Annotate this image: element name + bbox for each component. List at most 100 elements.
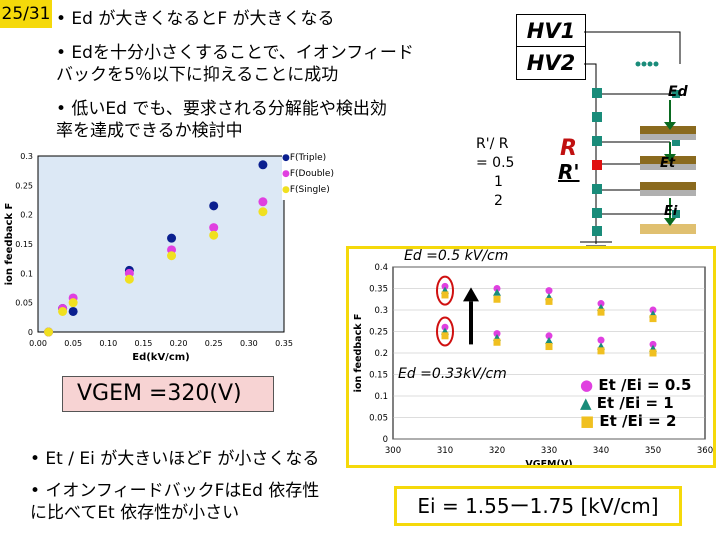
legend-item-double: ●F(Double) [282,169,334,179]
bullet-ed-increase: • Ed が大きくなるとF が大きくなる [56,9,335,29]
r-label: R [560,136,577,161]
slide-number: 25/31 [0,0,52,28]
y-tick-label: 0.05 [15,299,33,308]
x-tick-label: 0.30 [240,339,258,348]
data-point-series-2 [68,298,78,308]
chart-feedback-vs-ed: 0.00 0.05 0.10 0.15 0.20 0.25 0.30 0.35 0 0.05 0.1… [4,152,293,363]
ei-range-box: Ei = 1.55ー1.75 [kV/cm] [394,486,682,526]
data-point-series-2 [597,308,605,316]
data-point-series-0 [493,330,501,338]
x-tick-label: 340 [593,446,609,456]
bullet-et-ei: • Et / Ei が大きいほどF が小さくなる [30,449,320,469]
y-tick-label: 0.1 [20,269,33,278]
data-point-series-0 [649,340,657,348]
x-axis-label: Ed(kV/cm) [132,352,190,363]
data-point-series-2 [597,347,605,355]
y-tick-label: 0 [28,328,33,337]
bullet-et-dependence-line2: に比べてEt 依存性が小さい [30,503,240,523]
ratio-label-3: 1 [494,174,503,190]
data-point-series-0 [441,282,449,290]
data-point-series-0 [68,306,78,316]
y-tick-label: 0.3 [374,306,388,316]
x-tick-label: 0.35 [275,339,293,348]
data-point-series-1 [493,288,501,296]
y-tick-label: 0.35 [369,285,388,295]
x-tick-label: 360 [697,446,713,456]
annotation-ed-0-5: Ed =0.5 kV/cm [404,248,509,264]
data-point-series-0 [493,285,501,292]
data-point-series-0 [545,287,553,295]
data-point-series-2 [124,274,134,284]
legend-item-triple: ●F(Triple) [282,153,327,163]
legend-et-ei-1: ▲ Et /Ei = 1 [580,394,674,412]
bullet-low-ed-line1: • 低いEd でも、要求される分解能や検出効 [56,99,387,119]
x-tick-label: 0.20 [170,339,188,348]
ed-gap-label: Ed [668,84,688,100]
annotation-ed-0-33: Ed =0.33kV/cm [398,366,507,382]
y-tick-label: 0.3 [20,152,33,161]
x-tick-label: 0.05 [64,339,82,348]
et-gap-label: Et [660,156,676,171]
bullet-low-ed-line2: 率を達成できるか検討中 [56,121,243,141]
y-axis-label: ion feedback F [353,314,364,393]
y-tick-label: 0.4 [374,263,388,273]
legend-et-ei-2: ■ Et /Ei = 2 [580,412,677,430]
chart-feedback-vs-vgem: 300 310 320 330 340 350 360 0 0.05 0.1 0.15 0.2 0.25… [353,263,713,465]
bullet-ed-small-line1: • Edを十分小さくすることで、イオンフィード [56,43,414,63]
x-tick-label: 0.00 [29,339,47,348]
ei-gap-label: Ei [664,204,678,219]
highlight-ellipse-high [436,275,454,306]
r-prime-resistor-icon [592,160,602,170]
data-point-series-0 [597,336,605,344]
data-point-series-1 [209,223,219,233]
data-point-series-0 [167,233,177,243]
ratio-label-4: 2 [494,193,503,209]
vgem-label: VGEM =320(V) [62,376,274,412]
x-tick-label: 320 [489,446,505,456]
data-point-series-1 [545,336,553,344]
plot-area [37,155,285,333]
data-point-series-2 [493,295,501,303]
data-point-series-0 [649,306,657,314]
data-point-series-2 [441,332,449,340]
x-tick-label: 330 [541,446,557,456]
data-point-series-2 [493,338,501,346]
data-point-series-2 [545,343,553,351]
y-tick-label: 0.25 [369,328,388,338]
data-point-series-2 [545,297,553,305]
bullet-et-dependence-line1: • イオンフィードバックFはEd 依存性 [30,481,320,501]
ratio-label-2: = 0.5 [476,155,515,171]
bullet-ed-small-line2: バックを5％以下に抑えることに成功 [56,65,339,85]
chart1-legend: ●F(Triple) ●F(Double) ●F(Single) [282,150,344,200]
y-tick-label: 0.1 [374,392,388,402]
y-tick-label: 0.15 [15,240,33,249]
x-axis-label: VGEM(V) [525,459,572,465]
legend-item-single: ●F(Single) [282,185,330,195]
data-point-series-1 [258,197,268,207]
data-point-series-2 [258,207,268,217]
x-tick-label: 310 [437,446,453,456]
highlight-ellipse-low [436,316,454,347]
y-axis-label: ion feedback F [4,203,15,286]
data-point-series-0 [209,201,219,211]
data-point-series-0 [545,332,553,340]
data-point-series-2 [649,349,657,357]
y-tick-label: 0.25 [15,181,33,190]
x-tick-label: 300 [385,446,401,456]
x-tick-label: 0.15 [135,339,153,348]
data-point-series-2 [58,306,68,316]
y-tick-label: 0.05 [369,414,388,424]
data-point-series-0 [441,323,449,331]
x-tick-label: 0.25 [205,339,223,348]
data-point-series-2 [441,291,449,299]
data-point-series-0 [258,160,268,170]
r-prime-label: R' [558,160,580,184]
data-point-series-2 [167,251,177,261]
data-point-series-2 [44,327,54,337]
data-point-series-2 [649,315,657,323]
hv2-box: HV2 [516,46,586,80]
y-tick-label: 0 [383,435,388,445]
x-tick-label: 350 [645,446,661,456]
y-tick-label: 0.2 [20,211,33,220]
legend-et-ei-0-5: ● Et /Ei = 0.5 [580,376,692,394]
